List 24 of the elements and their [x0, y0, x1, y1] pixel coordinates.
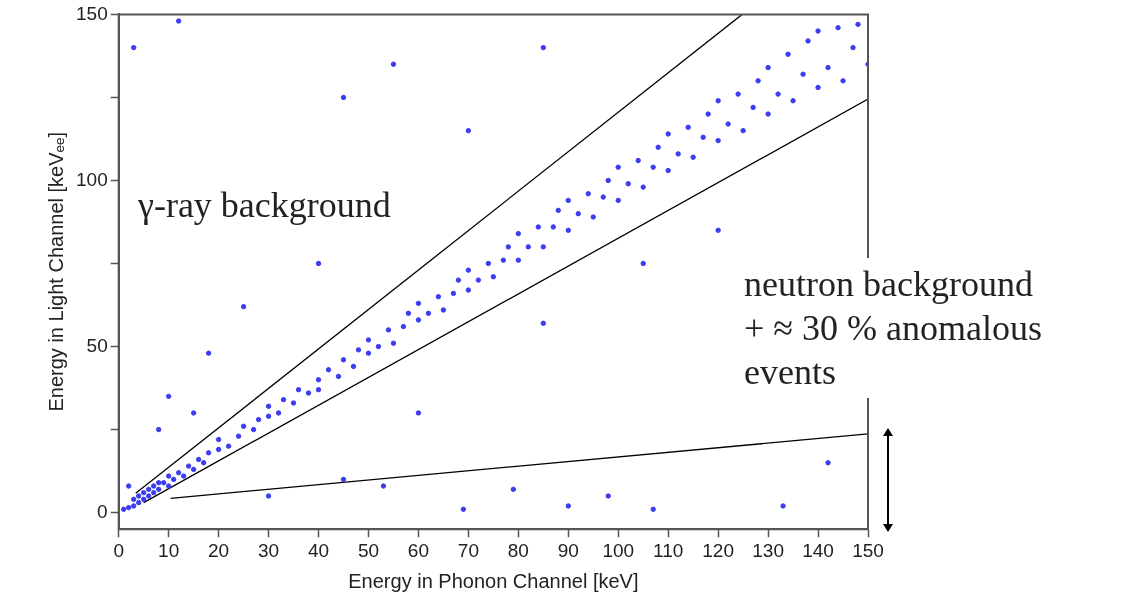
x-tick-label: 100 — [602, 539, 635, 561]
x-tick-label: 70 — [457, 539, 479, 561]
x-tick-label: 30 — [257, 539, 280, 561]
x-axis-title: Energy in Phonon Channel [keV] — [348, 569, 639, 592]
y-tick-label: 100 — [76, 168, 108, 190]
x-tick-label: 60 — [407, 539, 429, 561]
x-tick-label: 130 — [752, 539, 784, 561]
x-tick-label: 0 — [113, 539, 124, 561]
x-tick-label: 20 — [208, 539, 230, 561]
y-axis-title: Energy in Light Channel [keVₑₑ] — [44, 132, 67, 412]
x-tick-label: 140 — [802, 539, 834, 561]
x-tick-label: 120 — [702, 539, 734, 561]
x-tick-label: 110 — [653, 539, 684, 561]
annotation: neutron background + ≈ 30 % anomalous events — [738, 258, 1049, 398]
x-tick-label: 150 — [852, 539, 884, 561]
x-tick-label: 40 — [307, 539, 330, 561]
x-tick-label: 80 — [507, 539, 529, 561]
x-tick-label: 50 — [357, 539, 380, 561]
y-tick-label: 0 — [97, 500, 108, 522]
annotation: γ-ray background — [138, 184, 391, 226]
x-tick-label: 10 — [158, 539, 180, 561]
x-tick-label: 90 — [557, 539, 579, 561]
y-tick-label: 150 — [76, 2, 108, 24]
y-tick-label: 50 — [86, 334, 108, 356]
